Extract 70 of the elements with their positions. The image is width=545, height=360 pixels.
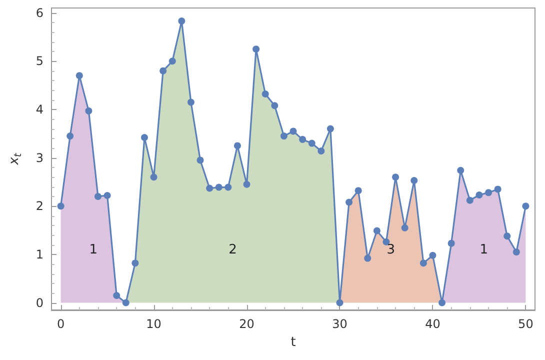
annotation: 3 [386, 242, 396, 258]
point [104, 192, 111, 199]
point [382, 238, 390, 246]
y-tick-label: 6 [36, 6, 44, 20]
point [512, 248, 520, 256]
point [206, 184, 214, 192]
point [196, 156, 204, 164]
y-tick-label: 1 [36, 247, 44, 262]
annotation: 1 [89, 242, 98, 258]
y-tick-label: 2 [36, 199, 44, 214]
point [94, 192, 102, 200]
x-tick-label: 20 [239, 317, 254, 331]
point [299, 136, 306, 143]
point [354, 187, 362, 194]
point [243, 180, 250, 188]
point [429, 252, 436, 259]
point [410, 177, 418, 184]
point [132, 260, 139, 267]
point [168, 58, 176, 65]
x-tick-label: 10 [146, 317, 162, 331]
point [252, 46, 260, 53]
x-tick-label: 40 [425, 317, 440, 331]
point [336, 299, 344, 306]
point [494, 186, 502, 193]
point [318, 148, 325, 155]
x-tick-label: 30 [332, 317, 348, 331]
point [140, 134, 148, 141]
point [308, 140, 316, 147]
annotation: 1 [480, 242, 488, 258]
point [466, 196, 474, 204]
point [271, 102, 278, 110]
point [160, 67, 167, 74]
point [485, 189, 492, 196]
point [113, 292, 120, 299]
point [85, 107, 92, 114]
y-axis-title: xt [7, 152, 24, 166]
x-axis-title: t [290, 335, 296, 350]
point [401, 224, 408, 232]
point [522, 202, 530, 210]
point [224, 184, 232, 191]
point [373, 227, 380, 234]
point [476, 192, 483, 198]
annotation: 2 [228, 242, 237, 258]
y-tick-label: 4 [36, 102, 44, 116]
point [457, 166, 464, 174]
point [392, 174, 400, 181]
point [57, 202, 64, 210]
point [346, 198, 353, 206]
point [178, 18, 186, 25]
point [326, 125, 334, 132]
point [280, 132, 288, 140]
point [215, 184, 222, 191]
x-tick-label: 0 [56, 317, 65, 331]
point [290, 128, 297, 135]
point [122, 299, 130, 306]
point [438, 299, 446, 306]
point [187, 98, 194, 106]
point [234, 142, 241, 150]
point [420, 260, 427, 267]
point [262, 90, 269, 98]
y-tick-label: 3 [36, 150, 44, 165]
y-tick-label: 5 [36, 54, 44, 68]
point [150, 174, 158, 181]
point [66, 132, 74, 140]
x-tick-label: 50 [518, 317, 534, 331]
point [504, 232, 511, 240]
point [364, 254, 372, 262]
point [76, 72, 83, 80]
y-tick-label: 0 [36, 296, 44, 310]
point [448, 240, 455, 247]
